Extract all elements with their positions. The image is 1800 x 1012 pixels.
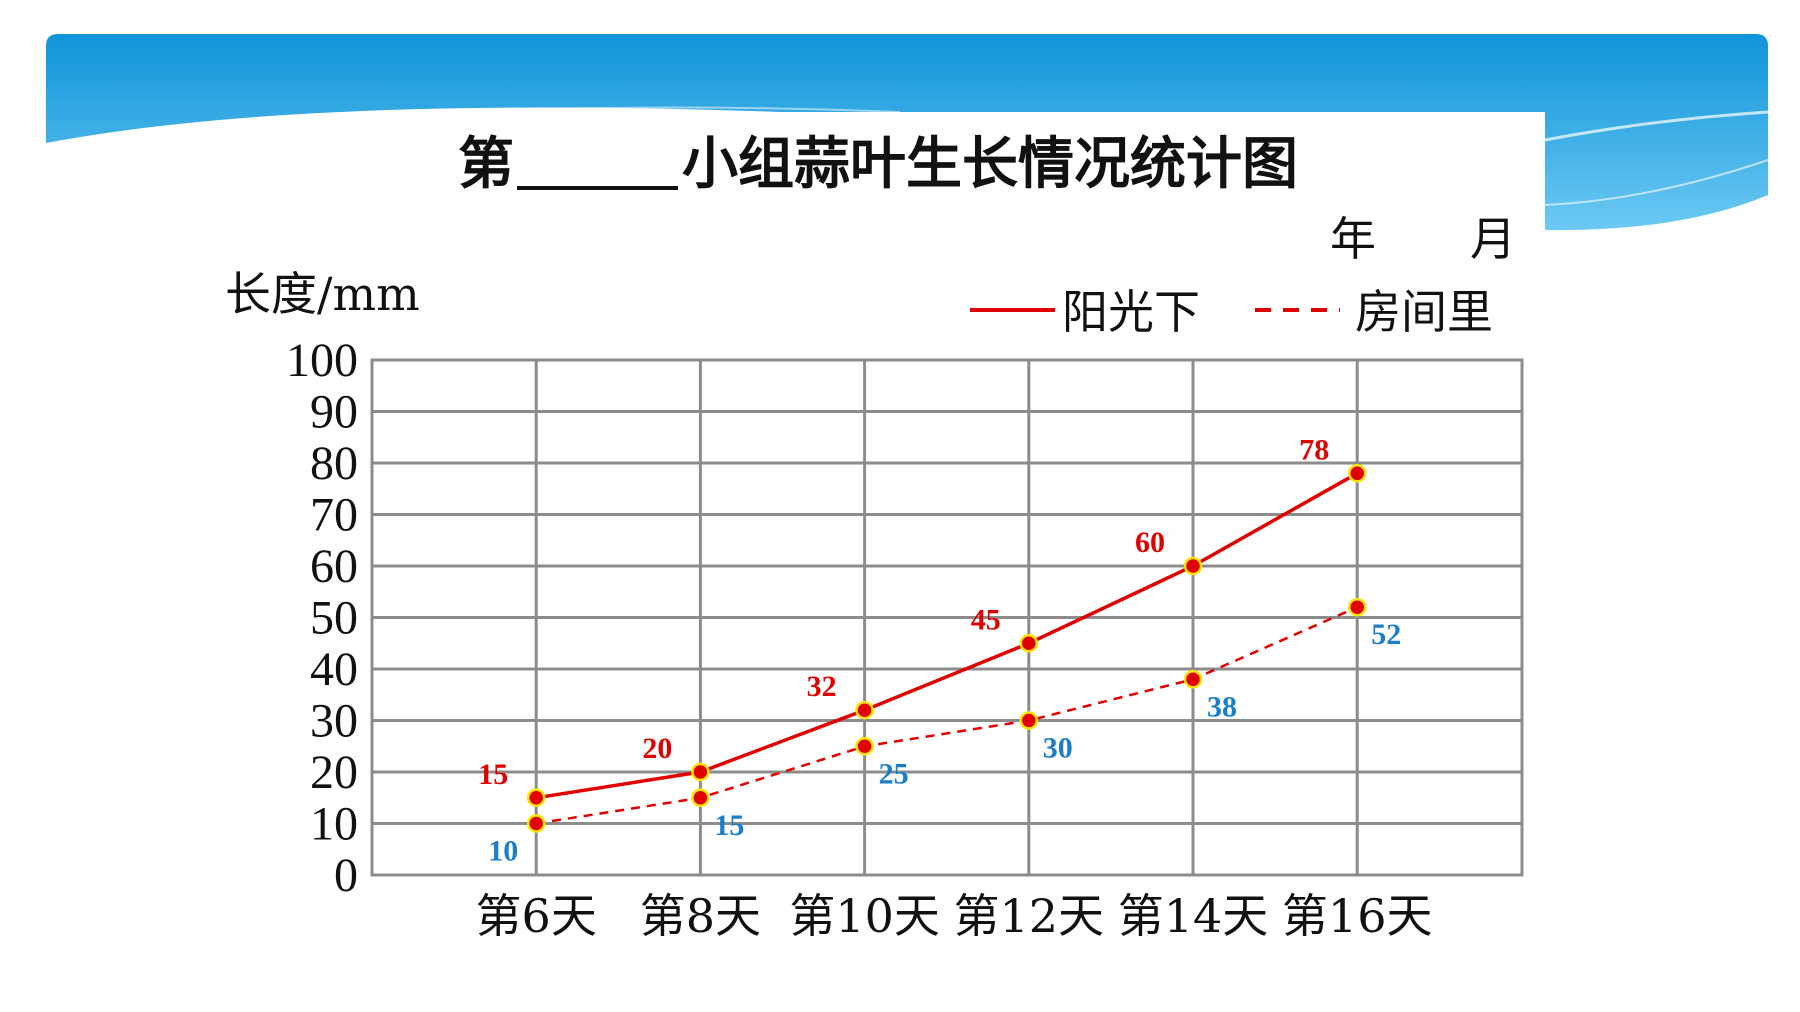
y-tick-label: 100 (286, 334, 358, 387)
room-point (855, 737, 874, 756)
chart-title: 小组蒜叶生长情况统计图 (682, 132, 1298, 197)
room-point (1347, 597, 1367, 617)
sun-point (691, 762, 710, 782)
sun-point (1183, 556, 1203, 576)
sun-data-label: 78 (1299, 433, 1329, 466)
room-point (1019, 711, 1039, 730)
sun-point (1019, 634, 1039, 653)
room-data-label: 15 (714, 809, 744, 842)
room-data-label: 52 (1371, 618, 1401, 651)
y-tick-label: 10 (310, 798, 358, 851)
room-data-label: 25 (879, 757, 909, 790)
y-tick-label: 40 (310, 643, 358, 696)
series-sun-line (535, 471, 1359, 800)
y-tick-label: 50 (310, 592, 358, 645)
x-tick-label: 第10天 (789, 889, 940, 943)
y-tick-label: 80 (310, 437, 358, 490)
y-tick-label: 20 (310, 746, 358, 799)
series-room-line (536, 606, 1358, 825)
sun-point (1347, 464, 1367, 483)
slide-banner (46, 34, 1769, 231)
room-data-label: 38 (1207, 690, 1237, 723)
room-point (526, 814, 546, 833)
y-tick-label: 60 (310, 540, 358, 593)
y-tick-label: 30 (310, 695, 358, 748)
sun-data-label: 15 (478, 758, 508, 791)
room-point (1183, 670, 1203, 689)
x-tick-label: 第8天 (640, 889, 761, 943)
x-tick-label: 第12天 (954, 889, 1105, 943)
x-tick-label: 第6天 (476, 889, 597, 943)
date-year-label: 年 (1330, 212, 1376, 266)
room-point (691, 788, 710, 807)
x-tick-labels: 第6天 第8天 第10天 第12天 第14天 第16天 (476, 889, 1433, 943)
legend-sun-label: 阳光下 (1062, 285, 1200, 339)
legend-room-label: 房间里 (1355, 285, 1493, 339)
sun-data-label: 20 (642, 732, 672, 765)
chart-title-prefix: 第 (458, 132, 514, 197)
sun-data-label: 45 (971, 603, 1001, 636)
sun-point (526, 788, 546, 807)
plot-grid (370, 358, 1524, 877)
room-data-label: 30 (1043, 732, 1073, 765)
sun-data-label: 32 (807, 670, 837, 703)
date-month-label: 月 (1470, 212, 1516, 266)
series-layer: 15 20 32 45 60 78 10 15 25 30 38 52 (478, 433, 1401, 867)
x-tick-label: 第14天 (1118, 889, 1269, 943)
room-data-label: 10 (488, 835, 518, 868)
y-tick-label: 0 (334, 849, 358, 902)
y-tick-label: 90 (310, 386, 358, 439)
y-axis-label: 长度/mm (225, 267, 420, 321)
sun-data-label: 60 (1135, 526, 1165, 559)
legend: 阳光下 房间里 (970, 285, 1493, 339)
x-tick-label: 第16天 (1282, 889, 1433, 943)
y-tick-label: 70 (310, 489, 358, 542)
sun-point (855, 700, 874, 720)
